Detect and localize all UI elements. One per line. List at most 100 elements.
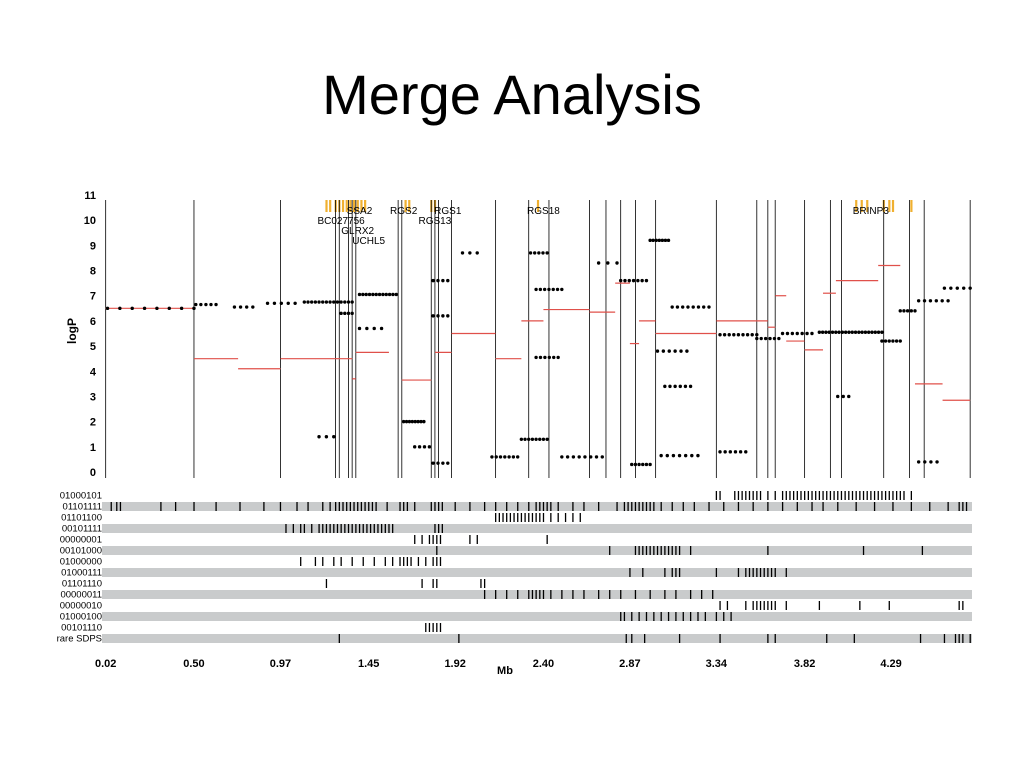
track-label: 00000011 (60, 590, 102, 601)
marker-point (533, 251, 537, 255)
track-tick (495, 590, 497, 599)
track-label: 01000101 (60, 491, 102, 502)
track-tick (671, 546, 673, 555)
track-tick (616, 502, 618, 511)
track-tick (748, 568, 751, 577)
track-tick (962, 502, 964, 511)
marker-point (763, 336, 768, 341)
marker-point (571, 455, 576, 459)
track-tick (958, 634, 960, 643)
marker-point (663, 384, 667, 389)
track-tick (342, 502, 344, 511)
marker-point (422, 419, 426, 424)
marker-point (863, 330, 868, 334)
marker-point (727, 333, 731, 337)
track-tick (550, 590, 552, 599)
track-tick (439, 623, 442, 632)
marker-point (880, 339, 884, 343)
marker-point (244, 305, 249, 309)
track-tick (303, 524, 306, 533)
marker-point (130, 306, 134, 311)
track-tick (347, 524, 350, 533)
track-tick (664, 568, 666, 577)
marker-point (441, 278, 445, 283)
track-tick (351, 524, 353, 533)
track-tick (285, 524, 287, 533)
track-tick (689, 546, 692, 555)
track-tick (796, 502, 798, 511)
track-tick (386, 502, 388, 511)
marker-point (498, 455, 503, 459)
track-tick (539, 502, 541, 511)
track-tick (263, 502, 265, 511)
gene-mark (341, 200, 345, 212)
track-tick (373, 557, 375, 566)
marker-point (379, 326, 384, 331)
marker-point (446, 278, 450, 283)
track-tick (689, 590, 692, 599)
marker-point (494, 455, 498, 459)
marker-point (543, 355, 547, 360)
marker-point (538, 287, 543, 292)
track-tick (851, 491, 854, 500)
track-tick (697, 612, 699, 621)
marker-point (750, 333, 754, 337)
track-tick (557, 513, 559, 522)
marker-point (446, 314, 450, 318)
track-tick (583, 590, 585, 599)
track-tick (307, 502, 309, 511)
marker-point (681, 305, 685, 309)
track-tick (785, 491, 787, 500)
track-tick (432, 535, 434, 544)
track-tick (119, 502, 122, 511)
gene-mark (855, 200, 858, 212)
track-tick (392, 524, 394, 533)
track-tick (598, 502, 600, 511)
marker-point (542, 287, 547, 292)
marker-point (627, 278, 631, 283)
track-tick (434, 524, 436, 533)
track-band (102, 623, 972, 632)
track-tick (642, 568, 644, 577)
track-tick (498, 513, 500, 522)
marker-point (350, 311, 354, 316)
track-tick (539, 590, 541, 599)
track-tick (296, 502, 298, 511)
track-tick (792, 491, 795, 500)
track-tick (625, 634, 627, 643)
track-tick (804, 491, 806, 500)
marker-point (928, 299, 933, 303)
marker-point (702, 305, 706, 309)
marker-point (417, 445, 422, 449)
track-tick (638, 612, 640, 621)
marker-point (817, 330, 822, 334)
track-tick (664, 546, 666, 555)
track-tick (689, 612, 692, 621)
track-tick (355, 524, 357, 533)
marker-point (594, 455, 599, 459)
track-tick (357, 502, 359, 511)
track-tick (958, 601, 960, 610)
marker-point (606, 261, 610, 265)
track-tick (682, 612, 684, 621)
marker-point (436, 314, 440, 318)
track-tick (870, 491, 872, 500)
marker-point (387, 292, 392, 297)
track-tick (380, 524, 383, 533)
marker-point (394, 292, 398, 297)
marker-point (640, 278, 644, 283)
track-tick (815, 491, 817, 500)
marker-point (324, 435, 329, 439)
y-tick-label: 0 (90, 467, 96, 479)
marker-point (214, 302, 218, 307)
marker-point (660, 238, 665, 243)
marker-point (670, 305, 674, 309)
track-tick (638, 502, 640, 511)
track-tick (495, 502, 497, 511)
marker-point (922, 299, 927, 303)
track-tick (353, 502, 355, 511)
track-tick (800, 491, 802, 500)
marker-point (367, 292, 372, 297)
track-tick (726, 601, 729, 610)
gene-label: RGS2 (390, 206, 418, 217)
